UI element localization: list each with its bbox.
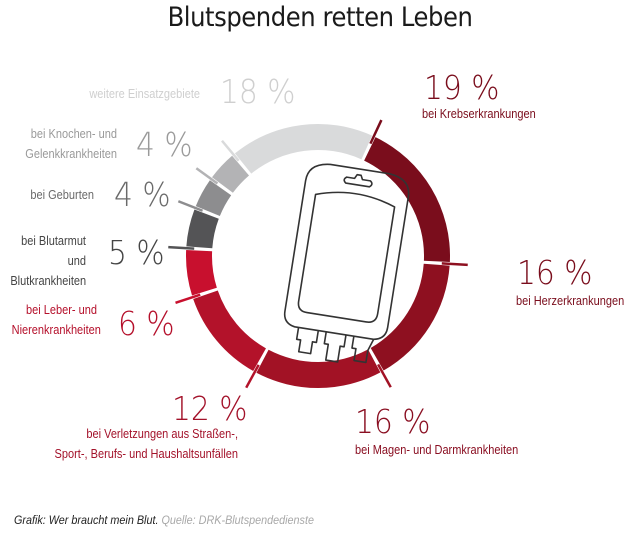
footer-graphic-title: Grafik: Wer braucht mein Blut. — [14, 513, 159, 527]
category-label-blutarmut: bei Blutarmut und Blutkrankheiten — [10, 231, 86, 291]
value-label-geburten: 4 % — [114, 175, 171, 214]
donut-slice-verletzungen — [193, 290, 266, 372]
donut-slice-geburten — [195, 180, 232, 216]
value-label-weitere: 18 % — [220, 72, 296, 111]
category-label-knochen-line1: bei Knochen- und — [30, 127, 117, 141]
footer: Grafik: Wer braucht mein Blut. Quelle: D… — [14, 513, 314, 527]
category-label-herz: bei Herzerkrankungen — [516, 294, 625, 308]
leader-line-magen — [377, 363, 392, 388]
leader-line-krebs — [369, 119, 383, 145]
footer-source: Quelle: DRK-Blutspendedienste — [161, 513, 314, 527]
category-label-knochen-line2: Gelenkkrankheiten — [25, 147, 117, 161]
category-label-verletzungen: bei Verletzungen aus Straßen-, Sport-, B… — [46, 424, 238, 464]
leader-line-weitere — [221, 139, 240, 162]
value-label-knochen: 4 % — [136, 125, 193, 164]
donut-slice-weitere — [234, 123, 373, 174]
category-label-weitere: weitere Einsatzgebiete — [89, 87, 200, 101]
category-label-verletzungen-line1: bei Verletzungen aus Straßen-, — [86, 427, 238, 441]
value-label-verletzungen: 12 % — [172, 389, 248, 428]
value-label-herz: 16 % — [517, 253, 593, 292]
chart-title: Blutspenden retten Leben — [167, 2, 473, 33]
value-label-magen: 16 % — [355, 402, 431, 441]
category-label-krebs: bei Krebserkrankungen — [422, 107, 536, 121]
leader-line-verletzungen — [245, 364, 260, 389]
donut-slice-leber — [186, 250, 217, 296]
category-label-knochen: bei Knochen- und Gelenkkrankheiten — [14, 124, 117, 164]
leader-line-leber — [175, 293, 201, 305]
category-label-leber: bei Leber- und Nierenkrankheiten — [11, 300, 101, 340]
category-label-leber-line1: bei Leber- und — [26, 303, 97, 317]
value-label-krebs: 19 % — [424, 68, 500, 107]
blood-bag-icon — [283, 163, 410, 364]
category-label-leber-line2: Nierenkrankheiten — [11, 323, 101, 337]
category-label-magen: bei Magen- und Darmkrankheiten — [355, 443, 519, 457]
leader-line-blutarmut — [168, 245, 195, 250]
leader-lines — [168, 119, 468, 389]
value-label-leber: 6 % — [118, 304, 175, 343]
donut-slice-blutarmut — [186, 209, 219, 249]
value-label-blutarmut: 5 % — [108, 233, 165, 272]
donut-slice-herz — [370, 263, 450, 371]
leader-line-herz — [441, 262, 468, 267]
leader-line-geburten — [177, 200, 204, 212]
leader-line-knochen — [195, 167, 219, 185]
donut-slice-knochen — [212, 155, 250, 193]
donut-slice-krebs — [364, 137, 450, 262]
category-label-blutarmut-line1: bei Blutarmut und — [21, 234, 87, 268]
category-label-blutarmut-line2: Blutkrankheiten — [10, 274, 87, 288]
category-label-verletzungen-line2: Sport-, Berufs- und Haushaltsunfällen — [54, 447, 239, 461]
donut-ring — [186, 123, 450, 388]
category-label-geburten: bei Geburten — [30, 188, 94, 202]
donut-slice-magen — [256, 349, 381, 388]
